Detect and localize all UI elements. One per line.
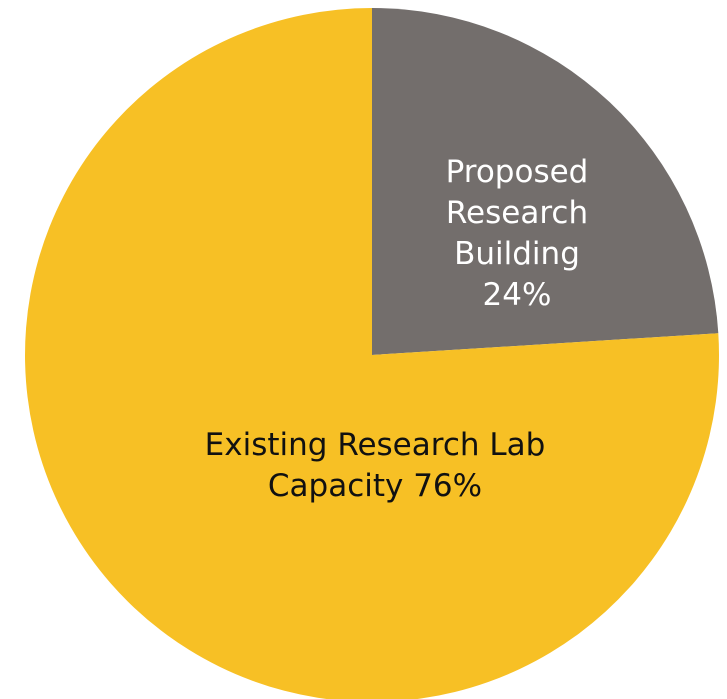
pie-slice-label-line: Capacity 76% [268,468,482,504]
pie-slice-label-line: Existing Research Lab [205,427,546,463]
pie-slice-label-line: Research [446,195,588,231]
slices-layer [25,8,719,699]
pie-slice-proposed-research-building [372,8,719,355]
pie-slice-label: Proposed Research Building 24% [446,154,589,313]
labels-layer: Proposed Research Building 24% Existing Rese… [205,154,589,504]
pie-slice-existing-research-lab-capacity [25,8,719,699]
pie-slice-label-line: 24% [483,277,552,313]
pie-slice-label: Existing Research Lab Capacity 76% [205,427,546,504]
pie-slice-label-line: Proposed [446,154,589,190]
pie-slice-label-line: Building [454,236,580,272]
